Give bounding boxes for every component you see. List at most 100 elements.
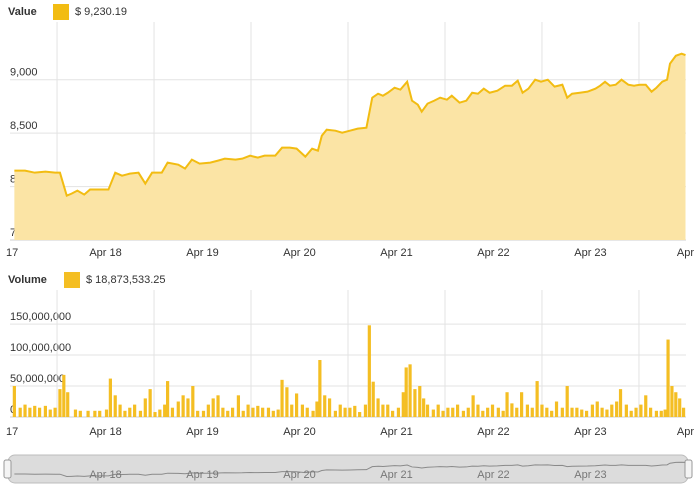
bar: [43, 405, 48, 417]
bar: [358, 412, 362, 417]
bar: [300, 404, 305, 417]
bar: [261, 407, 265, 417]
bar: [404, 367, 408, 417]
bar: [48, 409, 52, 417]
bar: [23, 404, 27, 417]
bar: [639, 404, 643, 417]
area-fill: [14, 53, 686, 240]
x-tick-label: Apr 18: [89, 426, 121, 438]
bar: [496, 407, 500, 417]
bar: [266, 407, 271, 417]
bar: [515, 407, 519, 417]
bar: [176, 401, 180, 417]
navigator-label: Apr 20: [283, 469, 315, 481]
x-tick-label: 17: [6, 247, 18, 259]
y-tick-label: 50,000,000: [10, 373, 65, 385]
bar: [565, 386, 569, 417]
bar: [118, 404, 122, 417]
legend-title: Volume: [8, 274, 47, 286]
x-tick-label: Apr 21: [380, 426, 412, 438]
bar: [163, 404, 167, 417]
bar: [624, 404, 628, 417]
bar: [476, 404, 480, 417]
bar: [446, 407, 450, 417]
bar: [600, 407, 604, 417]
bar: [666, 339, 670, 417]
bar: [256, 405, 260, 417]
x-tick-label: Apr 19: [186, 426, 218, 438]
bar: [353, 405, 357, 417]
bar: [148, 389, 152, 417]
legend-swatch: [64, 272, 80, 288]
bar: [418, 386, 422, 417]
bar: [408, 364, 412, 417]
bar: [133, 404, 137, 417]
x-tick-label: Apr 20: [283, 247, 315, 259]
y-tick-label: 100,000,000: [10, 342, 71, 354]
bar: [441, 410, 445, 417]
bar: [315, 401, 319, 417]
x-tick-label: Apr 23: [574, 247, 606, 259]
bar: [575, 407, 579, 417]
bar: [525, 404, 530, 417]
bar: [123, 410, 127, 417]
bar: [431, 409, 435, 417]
bar: [554, 401, 559, 417]
bar: [104, 409, 109, 417]
navigator-handle[interactable]: [3, 459, 12, 479]
bar: [367, 325, 371, 417]
x-tick-label: Apr: [677, 426, 694, 438]
x-tick-label: Apr 22: [477, 247, 509, 259]
bar: [654, 410, 659, 417]
bar: [510, 403, 514, 417]
bar: [98, 410, 102, 417]
bar: [153, 412, 157, 417]
x-tick-label: Apr 18: [89, 247, 121, 259]
navigator-handle[interactable]: [684, 459, 693, 479]
bar: [560, 407, 564, 417]
y-tick-label: 8,500: [10, 120, 38, 132]
bar: [230, 407, 235, 417]
bar: [674, 392, 678, 417]
bar: [280, 379, 284, 417]
bar: [251, 407, 255, 417]
bar: [615, 401, 619, 417]
navigator-label: Apr 23: [574, 469, 606, 481]
navigator-label: Apr 22: [477, 469, 509, 481]
bar: [33, 405, 37, 417]
bar: [226, 410, 230, 417]
bar: [170, 407, 175, 417]
bar: [413, 389, 417, 417]
bar: [401, 392, 405, 417]
bar: [196, 410, 200, 417]
bar: [53, 407, 57, 417]
bar: [113, 395, 117, 417]
bar: [166, 381, 170, 417]
bar: [62, 374, 66, 417]
x-tick-label: Apr 22: [477, 426, 509, 438]
bar: [618, 389, 623, 417]
bar: [490, 404, 495, 417]
bar: [466, 407, 470, 417]
legend-value: $ 18,873,533.25: [86, 274, 166, 286]
bar: [271, 410, 275, 417]
bar: [520, 392, 524, 417]
bar: [481, 410, 485, 417]
navigator-line: [14, 461, 686, 478]
bar: [605, 409, 609, 417]
bar: [201, 410, 206, 417]
bar: [294, 393, 299, 417]
bar: [386, 404, 390, 417]
legend-title: Value: [8, 6, 37, 18]
x-tick-label: Apr: [677, 247, 694, 259]
navigator-label: Apr 21: [380, 469, 412, 481]
bar: [461, 410, 466, 417]
bar: [241, 410, 245, 417]
bar: [530, 407, 534, 417]
bar: [610, 404, 614, 417]
bar: [540, 404, 544, 417]
bar: [363, 404, 368, 417]
bar: [18, 407, 22, 417]
bar: [595, 401, 599, 417]
